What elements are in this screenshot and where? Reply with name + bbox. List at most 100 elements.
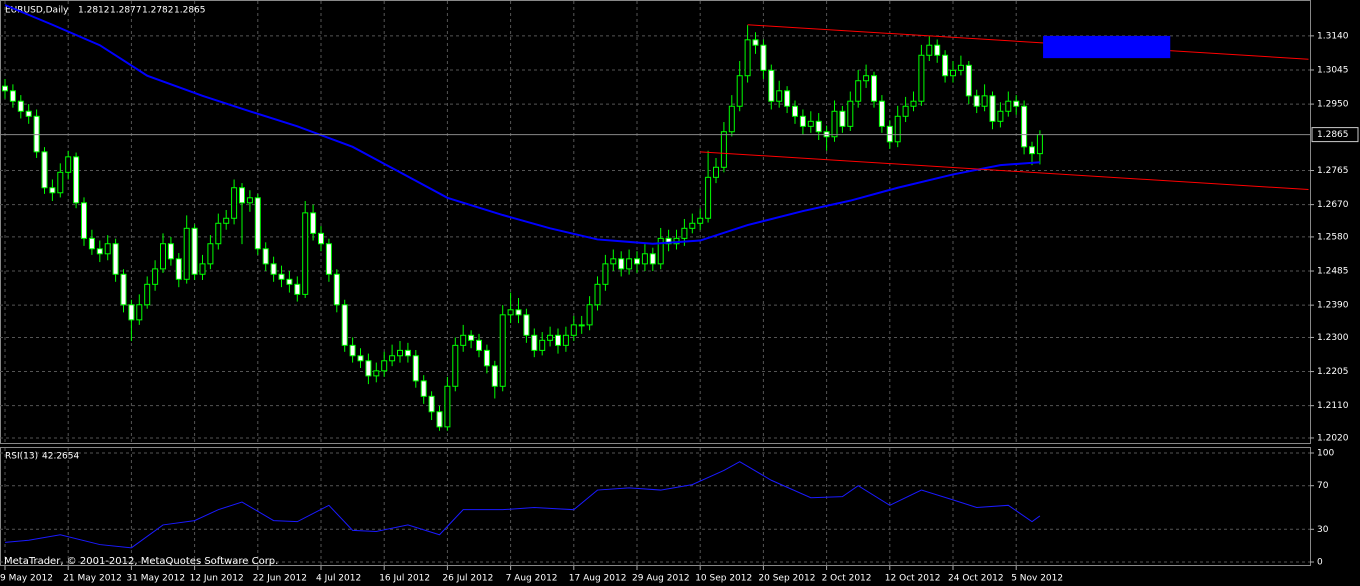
- candle-body: [539, 339, 546, 351]
- candle-body: [697, 217, 704, 224]
- candle-body: [310, 212, 317, 234]
- rsi-value: 42.2654: [42, 452, 79, 462]
- x-tick-label: 5 Nov 2012: [1011, 574, 1063, 584]
- candle-body: [799, 115, 806, 127]
- rsi-line: [4, 461, 1041, 549]
- candle-body: [254, 197, 261, 250]
- candle-body: [81, 202, 87, 239]
- ohlc-high: 1.2877: [110, 6, 142, 16]
- rsi-y-tick-label: 100: [1317, 449, 1334, 459]
- copyright: MetaTrader, © 2001-2012, MetaQuotes Soft…: [4, 556, 278, 567]
- candle-body: [17, 100, 24, 112]
- candle-body: [950, 69, 956, 77]
- candle-body: [420, 380, 427, 397]
- candle-body: [444, 385, 451, 428]
- x-tick-label: 12 Jun 2012: [190, 574, 244, 584]
- candle-body: [1021, 105, 1028, 148]
- candle-body: [349, 344, 356, 357]
- ohlc-low: 1.2782: [142, 6, 174, 16]
- candle-body: [1036, 134, 1043, 155]
- main-frame: [0, 0, 1311, 444]
- y-tick-label: 1.2110: [1317, 401, 1349, 411]
- candle-body: [120, 273, 127, 306]
- y-tick-label: 1.2205: [1317, 367, 1349, 377]
- y-tick-label: 1.2765: [1317, 166, 1349, 176]
- candle-body: [318, 232, 324, 245]
- candle-body: [167, 243, 174, 260]
- trend-line: [747, 24, 1309, 60]
- candle-body: [436, 411, 443, 428]
- candle-body: [175, 258, 182, 280]
- candle-body: [144, 283, 151, 306]
- candle-body: [570, 324, 577, 336]
- candle-body: [792, 105, 798, 117]
- candle-body: [886, 125, 893, 143]
- candle-body: [681, 227, 688, 239]
- x-tick-label: 12 Oct 2012: [885, 574, 941, 584]
- candle-body: [973, 95, 980, 107]
- candle-body: [547, 334, 554, 341]
- x-tick-label: 22 Jun 2012: [253, 574, 307, 584]
- candle-body: [152, 268, 159, 285]
- candle-body: [1029, 146, 1035, 155]
- candle-body: [1013, 100, 1020, 107]
- candle-body: [839, 110, 846, 127]
- candle-body: [239, 187, 245, 204]
- candle-body: [2, 85, 8, 92]
- y-tick-label: 1.2580: [1317, 232, 1349, 242]
- x-tick-label: 10 Sep 2012: [695, 574, 752, 584]
- y-tick-label: 1.2020: [1317, 433, 1349, 443]
- rsi-label: RSI(13): [5, 452, 38, 462]
- candle-body: [491, 365, 498, 387]
- current-price-box: [1311, 127, 1359, 143]
- candle-body: [33, 115, 40, 153]
- candle-body: [784, 90, 791, 107]
- candle-body: [483, 349, 490, 367]
- candle-body: [262, 248, 269, 265]
- candle-body: [468, 334, 475, 341]
- candle-body: [88, 237, 95, 250]
- candle-body: [381, 360, 388, 372]
- y-tick-label: 1.3140: [1317, 31, 1349, 41]
- candle-body: [957, 64, 964, 71]
- candle-body: [96, 248, 103, 255]
- candle-body: [705, 176, 712, 219]
- candle-body: [515, 309, 522, 316]
- candle-body: [286, 278, 293, 285]
- candle-body: [412, 355, 419, 382]
- candle-body: [752, 39, 759, 46]
- candle-body: [357, 355, 364, 362]
- candle-body: [871, 75, 877, 102]
- candle-body: [807, 120, 814, 127]
- candle-body: [641, 253, 648, 265]
- candle-body: [618, 258, 625, 270]
- candle-body: [333, 273, 340, 306]
- candle-body: [768, 69, 775, 102]
- candle-body: [602, 263, 609, 285]
- candle-body: [610, 258, 617, 265]
- trend-line: [700, 151, 1309, 191]
- y-tick-label: 1.2950: [1317, 100, 1349, 110]
- ohlc-close: 1.2865: [174, 6, 206, 16]
- candle-body: [207, 243, 214, 265]
- candle-body: [760, 44, 767, 71]
- candle-body: [183, 227, 190, 280]
- candle-body: [57, 171, 64, 194]
- candle-body: [65, 156, 72, 173]
- candle-body: [910, 100, 917, 107]
- rsi-y-tick-label: 70: [1317, 481, 1329, 491]
- candle-body: [476, 339, 482, 351]
- x-tick-label: 16 Jul 2012: [379, 574, 430, 584]
- candle-body: [736, 75, 743, 107]
- candle-body: [902, 105, 909, 117]
- ohlc-open: 1.2812: [78, 6, 110, 16]
- candle-body: [894, 115, 901, 143]
- symbol: EURUSD,Daily: [5, 6, 69, 16]
- x-tick-label: 24 Oct 2012: [948, 574, 1004, 584]
- x-tick-label: 20 Sep 2012: [758, 574, 815, 584]
- candle-body: [855, 80, 862, 102]
- candle-body: [720, 131, 727, 168]
- y-tick-label: 1.2300: [1317, 333, 1349, 343]
